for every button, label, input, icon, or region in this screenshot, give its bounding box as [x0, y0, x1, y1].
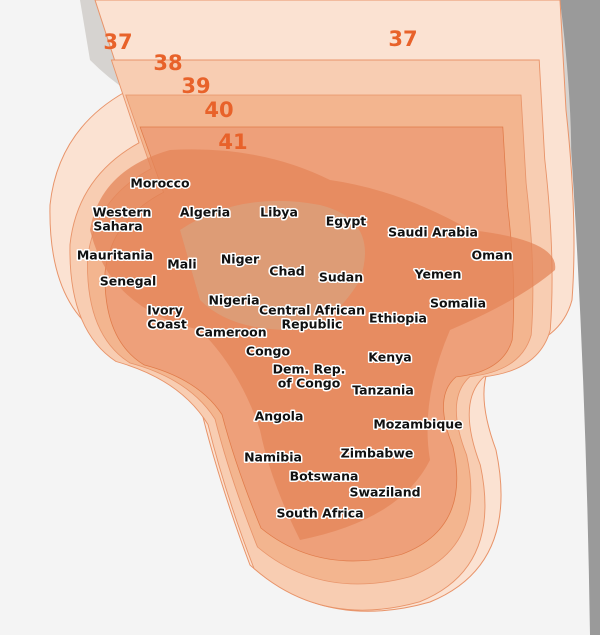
country-label: Tanzania: [352, 383, 414, 398]
country-label: Libya: [260, 205, 298, 220]
country-label: Botswana: [290, 469, 359, 484]
country-labels: Morocco Western Sahara Algeria Libya Egy…: [75, 174, 514, 522]
country-label: Cameroon: [195, 325, 266, 340]
contour-label: 40: [204, 98, 233, 122]
country-label: Oman: [472, 248, 513, 263]
country-label: Swaziland: [349, 485, 420, 500]
country-label: Coast: [147, 317, 187, 332]
country-label: Mauritania: [77, 248, 153, 263]
inner-region: [180, 200, 365, 330]
country-label: Republic: [282, 317, 343, 332]
country-label: Egypt: [326, 214, 367, 229]
country-label: Niger: [221, 252, 260, 267]
country-label: Dem. Rep.: [273, 362, 346, 377]
country-label: Kenya: [368, 350, 411, 365]
country-label: Western: [93, 205, 152, 220]
country-label: Morocco: [130, 176, 190, 191]
contour-label: 41: [218, 130, 247, 154]
country-label: Nigeria: [208, 293, 259, 308]
country-label: Algeria: [180, 205, 230, 220]
earth-edge: [560, 0, 600, 635]
contour-label: 39: [181, 74, 210, 98]
contour-labels: 37 38 39 40 41 37: [103, 27, 417, 154]
country-label: Ivory: [147, 303, 183, 318]
country-label: Congo: [246, 344, 291, 359]
contour-label: 37: [103, 30, 132, 54]
country-label: Angola: [255, 409, 304, 424]
coverage-contours: [49, 0, 575, 612]
country-label: Central African: [259, 303, 365, 318]
country-label: Ethiopia: [369, 311, 427, 326]
country-label: Yemen: [414, 267, 462, 282]
country-label: Sahara: [93, 219, 142, 234]
contour-label: 37: [388, 27, 417, 51]
country-label: South Africa: [276, 506, 363, 521]
country-label: Somalia: [430, 296, 486, 311]
country-label: Mali: [167, 257, 196, 272]
country-label: Senegal: [100, 274, 157, 289]
contour-label: 38: [153, 51, 182, 75]
country-label: Namibia: [244, 450, 302, 465]
country-label: Zimbabwe: [341, 446, 414, 461]
country-label: Mozambique: [373, 417, 462, 432]
country-label: Sudan: [319, 270, 363, 285]
country-label: Saudi Arabia: [388, 225, 478, 240]
country-label: Chad: [269, 264, 304, 279]
country-label: of Congo: [278, 376, 341, 391]
